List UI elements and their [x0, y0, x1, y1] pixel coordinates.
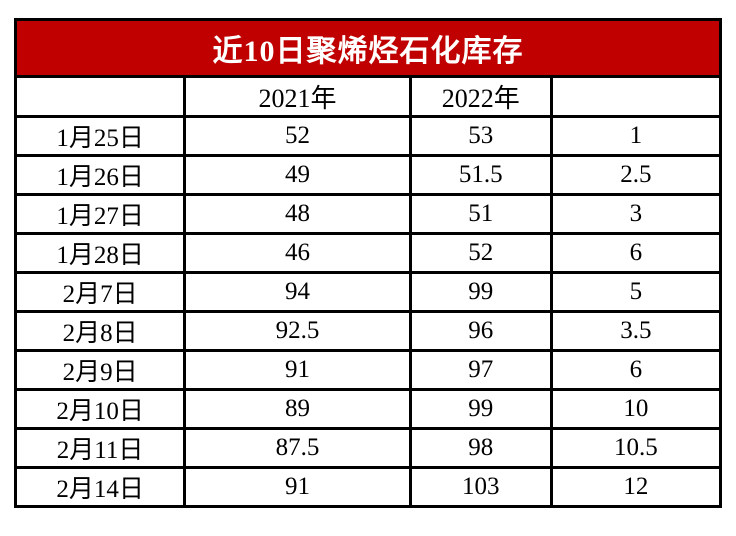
date-cell: 2月10日	[13, 388, 187, 430]
header-2021-cell: 2021年	[183, 75, 412, 118]
table-row: 2月9日 91 97 6	[13, 349, 723, 391]
table-row: 2月10日 89 99 10	[13, 388, 723, 430]
value-2022-cell: 97	[408, 349, 553, 391]
header-2022-cell: 2022年	[408, 75, 553, 118]
diff-cell: 5	[549, 271, 723, 313]
inventory-table: 近10日聚烯烃石化库存 2021年 2022年 1月25日 52 53 1 1月…	[13, 18, 723, 508]
date-cell: 1月26日	[13, 154, 187, 196]
value-2021-cell: 48	[183, 193, 412, 235]
diff-cell: 12	[549, 466, 723, 508]
table-row: 1月27日 48 51 3	[13, 193, 723, 235]
value-2022-cell: 98	[408, 427, 553, 469]
date-cell: 1月27日	[13, 193, 187, 235]
diff-cell: 3.5	[549, 310, 723, 352]
table-row: 1月26日 49 51.5 2.5	[13, 154, 723, 196]
diff-cell: 10	[549, 388, 723, 430]
date-cell: 2月11日	[13, 427, 187, 469]
diff-cell: 3	[549, 193, 723, 235]
diff-cell: 10.5	[549, 427, 723, 469]
value-2021-cell: 92.5	[183, 310, 412, 352]
diff-cell: 2.5	[549, 154, 723, 196]
table-header-row: 2021年 2022年	[13, 75, 723, 118]
value-2022-cell: 96	[408, 310, 553, 352]
value-2021-cell: 91	[183, 349, 412, 391]
value-2021-cell: 94	[183, 271, 412, 313]
date-cell: 2月7日	[13, 271, 187, 313]
value-2021-cell: 52	[183, 115, 412, 157]
date-cell: 2月14日	[13, 466, 187, 508]
table-row: 1月28日 46 52 6	[13, 232, 723, 274]
date-cell: 1月25日	[13, 115, 187, 157]
value-2022-cell: 52	[408, 232, 553, 274]
table-row: 2月7日 94 99 5	[13, 271, 723, 313]
value-2022-cell: 99	[408, 388, 553, 430]
value-2022-cell: 99	[408, 271, 553, 313]
value-2021-cell: 49	[183, 154, 412, 196]
date-cell: 1月28日	[13, 232, 187, 274]
table-row: 2月11日 87.5 98 10.5	[13, 427, 723, 469]
table-row: 2月8日 92.5 96 3.5	[13, 310, 723, 352]
table-title-row: 近10日聚烯烃石化库存	[14, 18, 722, 78]
diff-cell: 1	[549, 115, 723, 157]
value-2021-cell: 87.5	[183, 427, 412, 469]
value-2022-cell: 53	[408, 115, 553, 157]
table-row: 1月25日 52 53 1	[13, 115, 723, 157]
diff-cell: 6	[549, 232, 723, 274]
value-2022-cell: 51	[408, 193, 553, 235]
page-title: 近10日聚烯烃石化库存	[14, 18, 722, 78]
date-cell: 2月9日	[13, 349, 187, 391]
header-date-cell	[13, 75, 187, 118]
value-2022-cell: 103	[408, 466, 553, 508]
table-row: 2月14日 91 103 12	[13, 466, 723, 508]
value-2021-cell: 46	[183, 232, 412, 274]
value-2021-cell: 91	[183, 466, 412, 508]
diff-cell: 6	[549, 349, 723, 391]
date-cell: 2月8日	[13, 310, 187, 352]
value-2022-cell: 51.5	[408, 154, 553, 196]
header-diff-cell	[549, 75, 723, 118]
value-2021-cell: 89	[183, 388, 412, 430]
